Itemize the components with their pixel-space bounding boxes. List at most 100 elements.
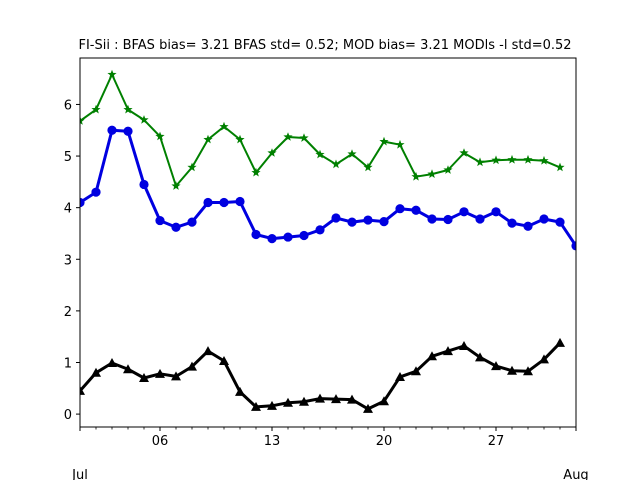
data-point <box>171 222 181 232</box>
data-point <box>379 216 389 227</box>
data-point <box>139 179 149 190</box>
data-point <box>219 121 229 131</box>
y-tick-label: 0 <box>64 408 72 423</box>
data-point <box>491 361 501 371</box>
data-point <box>80 385 85 395</box>
x-tick-label: 06 <box>152 434 169 449</box>
series-1-line <box>80 73 561 187</box>
data-point <box>267 148 277 157</box>
data-point <box>539 354 549 364</box>
data-point <box>411 171 421 181</box>
data-point <box>331 213 341 223</box>
y-tick-label: 2 <box>64 305 72 320</box>
data-point <box>507 218 517 228</box>
data-point <box>347 217 357 227</box>
data-point <box>139 115 149 124</box>
x-tick-label: 13 <box>264 434 281 449</box>
data-point <box>123 104 133 114</box>
data-point <box>395 204 405 214</box>
data-point <box>299 230 309 241</box>
axes: 0 1 2 3 4 5 6 06 13 20 27 Jul Aug <box>64 98 589 480</box>
y-tick-label: 3 <box>64 253 72 268</box>
data-point <box>251 167 261 177</box>
data-point <box>459 340 469 350</box>
data-point <box>491 155 501 165</box>
data-point <box>443 165 453 174</box>
data-point <box>443 214 453 225</box>
data-point <box>347 394 357 404</box>
data-point <box>555 162 565 172</box>
data-point <box>155 368 165 378</box>
data-point <box>443 346 453 356</box>
series-3 <box>80 337 565 413</box>
data-point <box>251 401 261 411</box>
data-point <box>379 396 389 406</box>
data-point <box>571 241 576 251</box>
data-point <box>203 197 213 208</box>
data-point <box>267 400 277 410</box>
data-point <box>91 187 101 197</box>
y-tick-label: 4 <box>64 202 72 217</box>
data-point <box>331 394 341 404</box>
data-point <box>187 361 197 371</box>
data-point <box>91 104 101 114</box>
data-point <box>411 205 421 215</box>
data-point <box>251 229 261 240</box>
data-point <box>475 214 485 224</box>
data-point <box>379 136 389 146</box>
data-point <box>363 215 373 225</box>
data-point <box>523 221 533 231</box>
data-point <box>475 352 485 362</box>
data-point <box>171 371 181 381</box>
data-point <box>107 69 117 79</box>
data-point <box>459 148 469 157</box>
data-point <box>107 125 117 135</box>
data-point <box>427 351 437 361</box>
x-tick-label: 20 <box>376 434 393 449</box>
x-month-label: Aug <box>563 468 588 480</box>
series-2-line <box>80 128 576 247</box>
chart-title: FI-Sii : BFAS bias= 3.21 BFAS std= 0.52;… <box>78 38 571 53</box>
data-point <box>555 217 565 227</box>
data-point <box>123 126 133 136</box>
data-point <box>491 207 501 217</box>
y-tick-label: 6 <box>64 98 72 113</box>
data-point <box>459 207 469 217</box>
data-point <box>235 134 245 144</box>
data-point <box>331 159 341 169</box>
data-point <box>427 214 437 224</box>
data-point <box>363 403 373 413</box>
data-point <box>219 197 229 208</box>
data-point <box>395 139 405 149</box>
data-point <box>427 169 437 178</box>
data-point <box>283 397 293 407</box>
data-point <box>107 358 117 368</box>
y-tick-label: 5 <box>64 150 72 165</box>
data-point <box>315 393 325 403</box>
data-point <box>139 372 149 382</box>
plot-area <box>80 69 576 413</box>
data-point <box>299 133 309 142</box>
data-point <box>80 116 85 125</box>
plot-frame <box>79 57 577 428</box>
data-point <box>80 197 85 208</box>
data-point <box>507 365 517 375</box>
data-point <box>91 367 101 377</box>
series-1 <box>80 69 565 190</box>
data-point <box>203 134 213 144</box>
data-point <box>155 215 165 226</box>
series-2 <box>80 125 576 251</box>
data-point <box>155 131 165 141</box>
data-point <box>187 217 197 227</box>
data-point <box>171 181 181 190</box>
data-point <box>219 355 229 365</box>
data-point <box>347 149 357 158</box>
data-point <box>363 162 373 172</box>
data-point <box>315 149 325 159</box>
data-point <box>283 232 293 242</box>
data-point <box>283 132 293 141</box>
data-point <box>315 225 325 235</box>
data-point <box>555 337 565 347</box>
x-tick-label: 27 <box>488 434 505 449</box>
data-point <box>395 371 405 381</box>
